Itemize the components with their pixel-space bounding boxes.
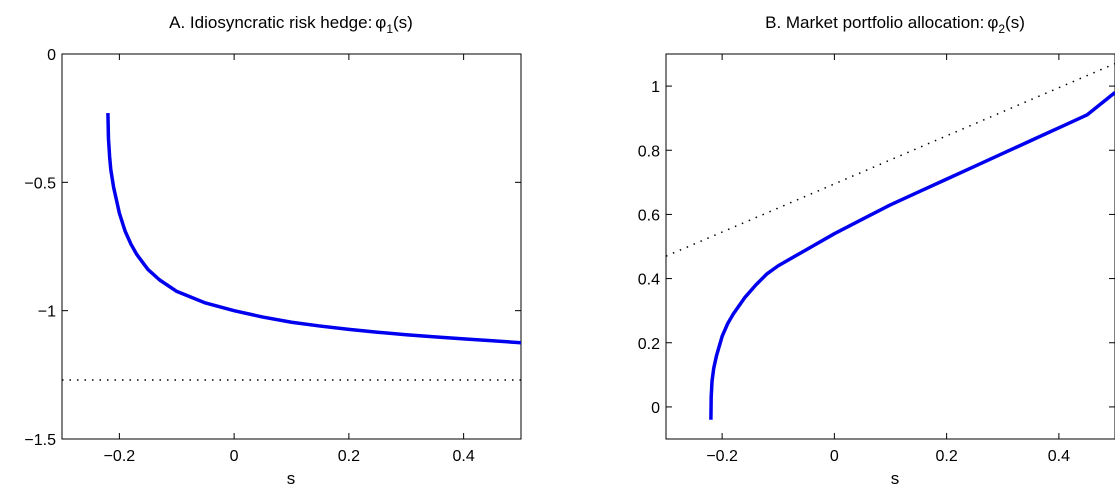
y-tick-label: 0.8 xyxy=(638,143,660,160)
x-tick-label: −0.2 xyxy=(706,448,738,465)
y-tick-label: 0 xyxy=(651,400,660,417)
x-tick-label: 0.2 xyxy=(936,448,958,465)
y-tick-label: 0.4 xyxy=(638,272,660,289)
chart-title-subscript: 2 xyxy=(998,22,1005,36)
chart-title-main: A. Idiosyncratic risk hedge: xyxy=(169,13,372,32)
x-tick-label: 0.4 xyxy=(453,448,475,465)
y-tick-label: 0 xyxy=(47,47,56,64)
chart-title-symbol: φ xyxy=(987,13,998,32)
chart-title-symbol: φ xyxy=(375,13,386,32)
chart-title-tail: (s) xyxy=(1005,13,1025,32)
x-axis-label-b: s xyxy=(891,469,900,488)
y-tick-label: −1 xyxy=(38,304,56,321)
y-tick-label: −0.5 xyxy=(24,175,56,192)
y-tick-label: 0.6 xyxy=(638,207,660,224)
y-tick-label: 1 xyxy=(651,79,660,96)
y-tick-label: −1.5 xyxy=(24,432,56,449)
x-tick-label: 0 xyxy=(230,448,239,465)
x-tick-label: 0.2 xyxy=(338,448,360,465)
series-line xyxy=(106,112,521,345)
y-tick-label: 0.2 xyxy=(638,336,660,353)
chart-panel-b: B. Market portfolio allocation: φ2(s) s −… xyxy=(638,13,1115,488)
x-axis-label-a: s xyxy=(287,469,296,488)
chart-title-b: B. Market portfolio allocation: φ2(s) xyxy=(765,13,1025,36)
chart-title-tail: (s) xyxy=(393,13,413,32)
x-tick-label: 0 xyxy=(830,448,839,465)
plot-area-frame xyxy=(61,53,522,440)
series-line xyxy=(709,91,1115,420)
chart-panel-a: A. Idiosyncratic risk hedge: φ1(s) s −0.2… xyxy=(24,13,522,488)
chart-title-main: B. Market portfolio allocation: xyxy=(765,13,984,32)
chart-title-subscript: 1 xyxy=(386,22,393,36)
x-tick-label: 0.4 xyxy=(1048,448,1070,465)
plot-area-frame xyxy=(665,53,1115,440)
chart-title-a: A. Idiosyncratic risk hedge: φ1(s) xyxy=(169,13,413,36)
x-tick-label: −0.2 xyxy=(104,448,136,465)
benchmark-dotted-line xyxy=(666,62,1115,257)
